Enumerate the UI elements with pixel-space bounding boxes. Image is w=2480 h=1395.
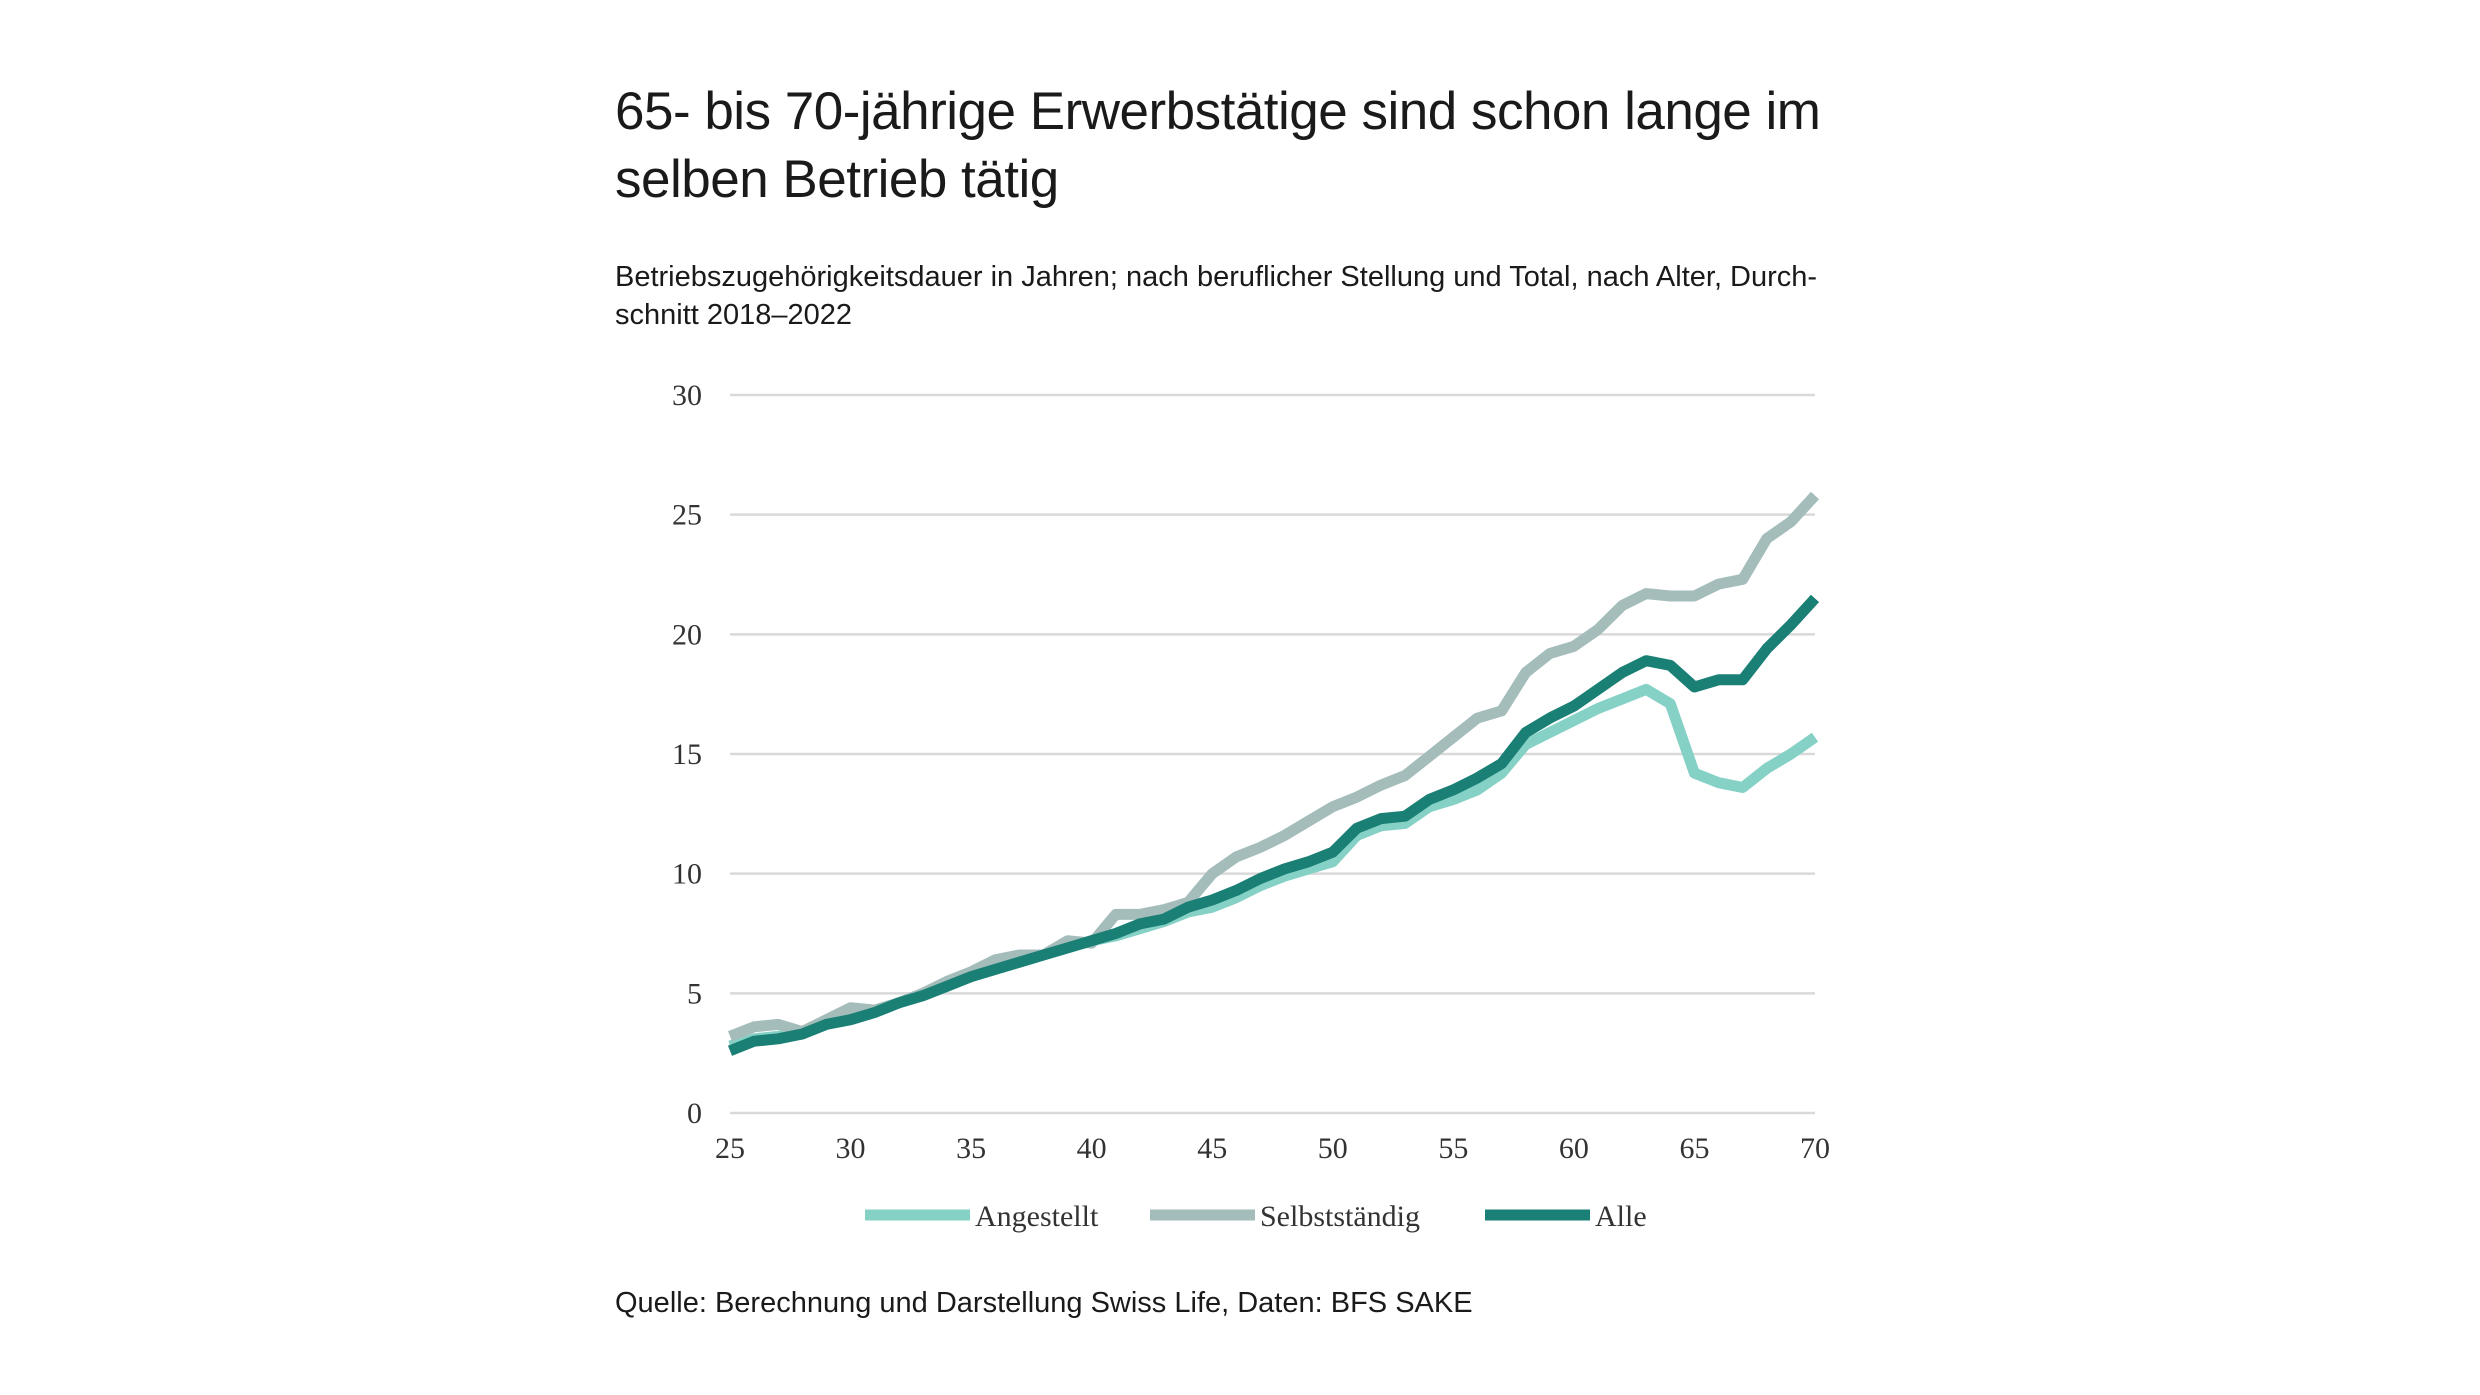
chart-subtitle: Betriebszugehörigkeitsdauer in Jahren; n… bbox=[615, 258, 1875, 334]
source-note: Quelle: Berechnung und Darstellung Swiss… bbox=[615, 1287, 1473, 1319]
y-tick-label: 25 bbox=[672, 499, 702, 532]
x-tick-label: 65 bbox=[1679, 1132, 1709, 1165]
x-tick-label: 40 bbox=[1077, 1132, 1107, 1165]
x-tick-label: 45 bbox=[1197, 1132, 1227, 1165]
series-line-selbstständig bbox=[727, 491, 1820, 1042]
x-tick-label: 55 bbox=[1438, 1132, 1468, 1165]
chart-title-line2: selben Betrieb tätig bbox=[615, 150, 1059, 209]
chart-title-line1: 65- bis 70-jährige Erwerbstätige sind sc… bbox=[615, 82, 1821, 141]
x-tick-label: 60 bbox=[1559, 1132, 1589, 1165]
chart-series bbox=[727, 491, 1820, 1056]
x-tick-label: 50 bbox=[1318, 1132, 1348, 1165]
y-axis-ticks: 0 5 10 15 20 25 30 bbox=[672, 379, 702, 1130]
y-tick-label: 30 bbox=[672, 379, 702, 412]
y-tick-label: 15 bbox=[672, 738, 702, 771]
x-tick-label: 70 bbox=[1800, 1132, 1830, 1165]
legend-label-alle: Alle bbox=[1595, 1200, 1647, 1233]
chart-title: 65- bis 70-jährige Erwerbstätige sind sc… bbox=[615, 78, 1915, 214]
y-tick-label: 10 bbox=[672, 858, 702, 891]
y-tick-label: 0 bbox=[687, 1097, 702, 1130]
legend-label-angestellt: Angestellt bbox=[975, 1200, 1099, 1233]
chart-legend: Angestellt Selbstständig Alle bbox=[865, 1200, 1647, 1233]
x-tick-label: 25 bbox=[715, 1132, 745, 1165]
x-axis-ticks: 25 30 35 40 45 50 55 60 65 70 bbox=[715, 1132, 1830, 1165]
chart-subtitle-line1: Betriebszugehörigkeitsdauer in Jahren; n… bbox=[615, 261, 1818, 293]
chart-subtitle-line2: schnitt 2018–2022 bbox=[615, 299, 853, 331]
y-tick-label: 5 bbox=[687, 977, 702, 1010]
series-line-alle bbox=[727, 594, 1820, 1056]
x-tick-label: 35 bbox=[956, 1132, 986, 1165]
y-tick-label: 20 bbox=[672, 618, 702, 651]
legend-label-selbstständig: Selbstständig bbox=[1260, 1200, 1420, 1233]
x-tick-label: 30 bbox=[836, 1132, 866, 1165]
